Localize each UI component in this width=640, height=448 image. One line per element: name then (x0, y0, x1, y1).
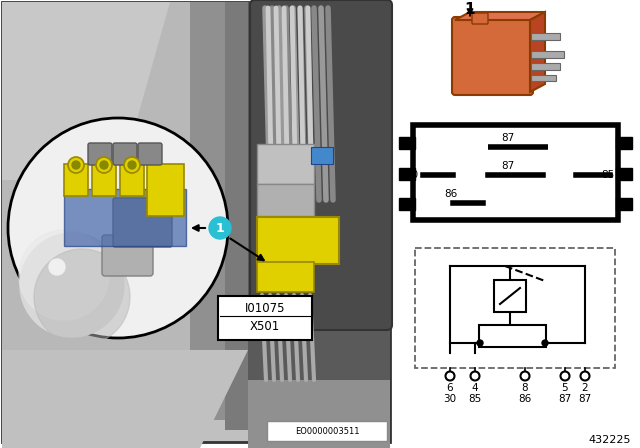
Circle shape (34, 249, 130, 345)
Circle shape (100, 161, 108, 169)
Circle shape (128, 161, 136, 169)
Text: 85: 85 (602, 170, 615, 180)
FancyBboxPatch shape (494, 280, 526, 312)
FancyBboxPatch shape (257, 184, 314, 216)
Circle shape (209, 217, 231, 239)
FancyBboxPatch shape (250, 0, 392, 330)
FancyBboxPatch shape (64, 164, 88, 196)
FancyBboxPatch shape (218, 296, 312, 340)
Text: 87: 87 (501, 161, 515, 171)
Circle shape (445, 371, 454, 380)
FancyBboxPatch shape (257, 144, 314, 184)
Text: 87: 87 (558, 394, 572, 404)
Circle shape (542, 340, 548, 346)
Circle shape (8, 118, 228, 338)
Circle shape (96, 157, 112, 173)
FancyBboxPatch shape (113, 198, 172, 247)
FancyBboxPatch shape (88, 143, 112, 165)
Polygon shape (2, 2, 200, 448)
Circle shape (10, 120, 226, 336)
Text: 432225: 432225 (589, 435, 631, 445)
FancyBboxPatch shape (102, 235, 153, 276)
FancyBboxPatch shape (113, 143, 137, 165)
Text: 30: 30 (405, 170, 418, 180)
Text: 30: 30 (444, 394, 456, 404)
FancyBboxPatch shape (413, 125, 618, 220)
Circle shape (19, 230, 109, 320)
FancyBboxPatch shape (531, 52, 563, 59)
Text: X501: X501 (250, 320, 280, 333)
FancyBboxPatch shape (399, 168, 415, 180)
FancyBboxPatch shape (392, 0, 640, 448)
Text: 86: 86 (444, 189, 458, 199)
Text: 86: 86 (518, 394, 532, 404)
Polygon shape (248, 380, 390, 448)
Polygon shape (248, 2, 390, 448)
FancyBboxPatch shape (64, 189, 186, 246)
FancyBboxPatch shape (92, 164, 116, 196)
Text: 1: 1 (216, 221, 225, 234)
FancyBboxPatch shape (531, 64, 559, 70)
FancyBboxPatch shape (531, 76, 556, 82)
FancyBboxPatch shape (452, 17, 533, 95)
Text: I01075: I01075 (244, 302, 285, 314)
Text: 8: 8 (522, 383, 528, 393)
Polygon shape (455, 12, 545, 20)
FancyBboxPatch shape (2, 2, 390, 442)
Circle shape (124, 157, 140, 173)
Circle shape (580, 371, 589, 380)
FancyBboxPatch shape (616, 198, 632, 210)
FancyBboxPatch shape (616, 168, 632, 180)
Polygon shape (225, 2, 250, 430)
Text: 85: 85 (468, 394, 482, 404)
Text: EO0000003511: EO0000003511 (295, 426, 359, 435)
FancyBboxPatch shape (415, 248, 615, 368)
FancyBboxPatch shape (616, 137, 632, 149)
Text: 5: 5 (562, 383, 568, 393)
Polygon shape (530, 12, 545, 92)
FancyBboxPatch shape (138, 143, 162, 165)
Text: 87: 87 (501, 133, 515, 143)
FancyBboxPatch shape (472, 13, 488, 24)
Circle shape (49, 259, 65, 275)
Circle shape (68, 157, 84, 173)
FancyBboxPatch shape (399, 198, 415, 210)
FancyBboxPatch shape (257, 217, 339, 264)
FancyBboxPatch shape (479, 325, 546, 347)
Circle shape (561, 371, 570, 380)
Polygon shape (2, 2, 170, 180)
Text: 4: 4 (472, 383, 478, 393)
Text: 87: 87 (579, 394, 591, 404)
Text: 6: 6 (447, 383, 453, 393)
FancyBboxPatch shape (267, 421, 387, 441)
Circle shape (20, 233, 124, 337)
FancyBboxPatch shape (147, 164, 184, 216)
Polygon shape (2, 350, 248, 448)
Polygon shape (190, 2, 230, 420)
Circle shape (470, 371, 479, 380)
Circle shape (520, 371, 529, 380)
FancyBboxPatch shape (531, 34, 559, 40)
FancyBboxPatch shape (120, 164, 144, 196)
Circle shape (477, 340, 483, 346)
Text: 1: 1 (464, 3, 474, 17)
Text: 2: 2 (582, 383, 588, 393)
Circle shape (72, 161, 80, 169)
FancyBboxPatch shape (399, 137, 415, 149)
FancyBboxPatch shape (257, 262, 314, 292)
FancyBboxPatch shape (311, 147, 333, 164)
